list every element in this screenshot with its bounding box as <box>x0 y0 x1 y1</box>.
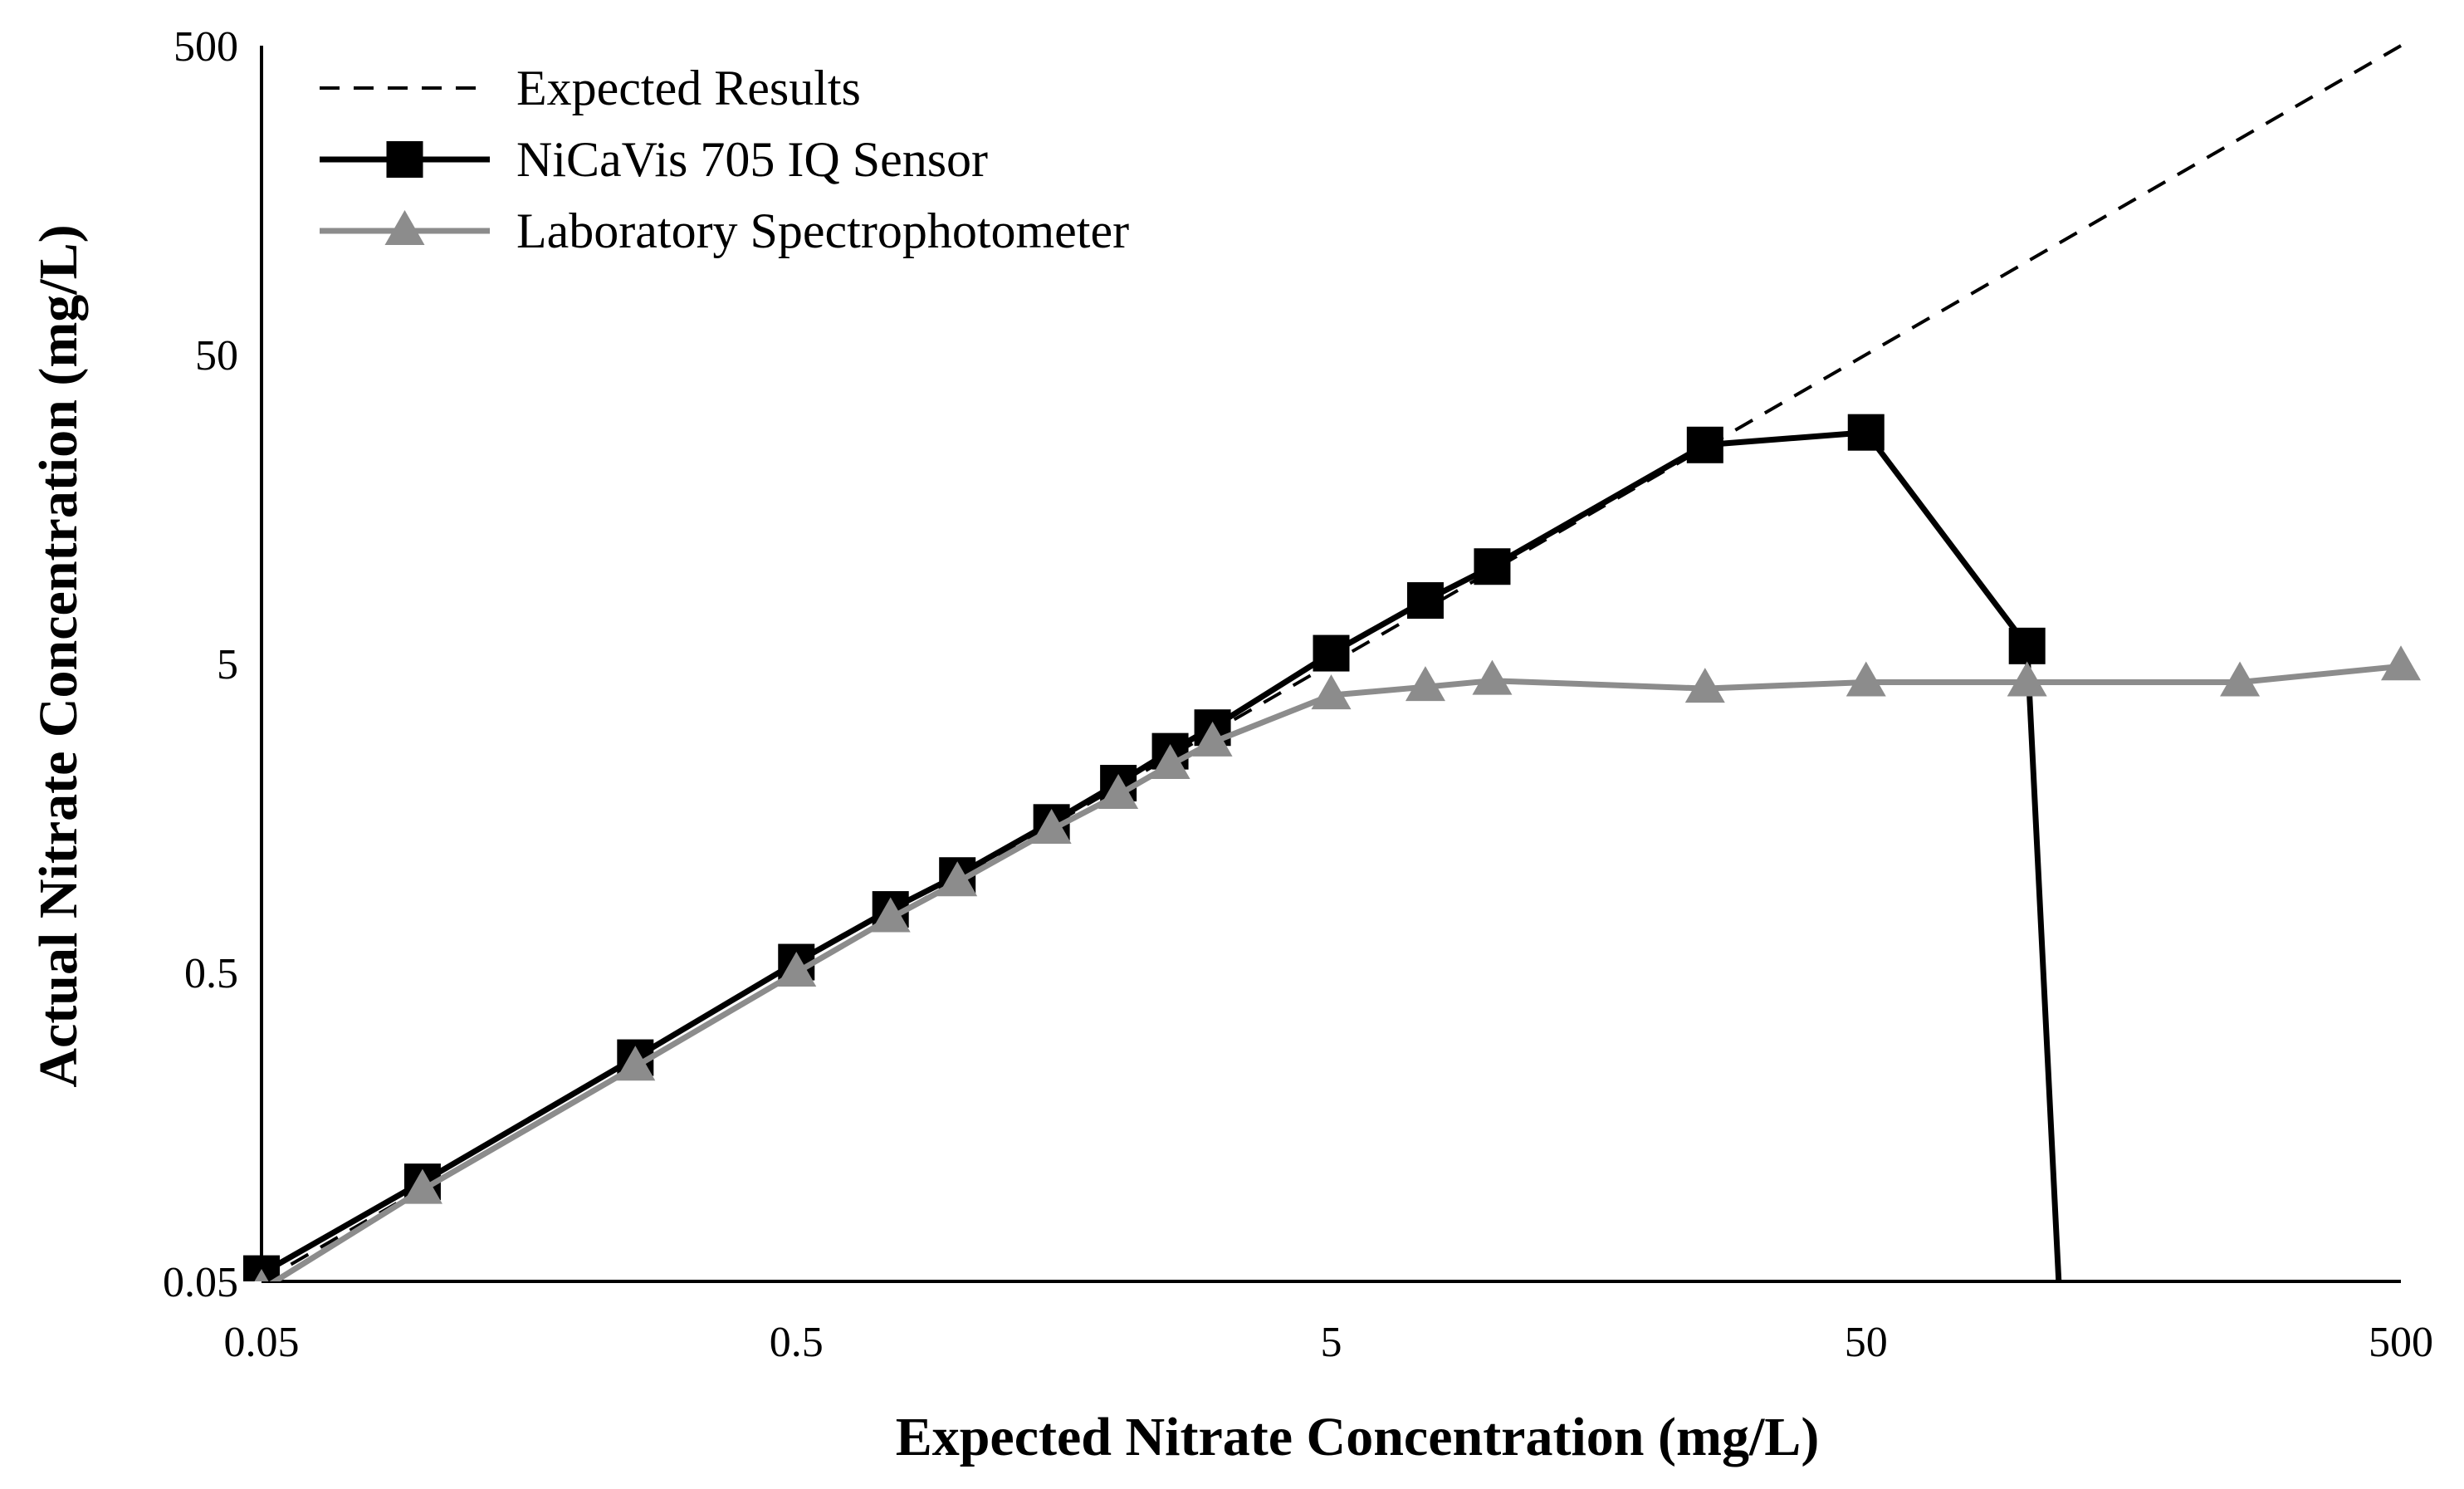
data-point-nicavis-705-iq-sensor <box>1686 426 1723 463</box>
legend-label-nicavis-705-iq-sensor: NiCaVis 705 IQ Sensor <box>516 132 988 187</box>
data-point-laboratory-spectrophotometer <box>1031 808 1072 844</box>
y-tick-label: 0.5 <box>184 950 238 997</box>
data-point-laboratory-spectrophotometer <box>1472 659 1513 695</box>
legend: Expected Results NiCaVis 705 IQ Sensor Lab… <box>320 61 1129 258</box>
data-point-laboratory-spectrophotometer <box>2381 645 2421 681</box>
series-laboratory-spectrophotometer <box>254 645 2421 1281</box>
series-line-nicavis-705-iq-sensor <box>260 429 2062 1281</box>
x-tick-label: 50 <box>1845 1319 1888 1366</box>
x-tick-label: 5 <box>1321 1319 1342 1366</box>
tick-labels: 0.05 0.5 5 50 500 0.05 0.5 5 50 500 <box>163 23 2433 1366</box>
y-axis-title: Actual Nitrate Concentration (mg/L) <box>28 224 89 1087</box>
x-axis-title: Expected Nitrate Concentration (mg/L) <box>896 1407 1820 1467</box>
legend-label-laboratory-spectrophotometer: Laboratory Spectrophotometer <box>516 203 1129 258</box>
legend-marker-nicavis-705-iq-sensor <box>386 141 423 178</box>
data-point-laboratory-spectrophotometer <box>870 897 911 933</box>
data-point-laboratory-spectrophotometer <box>1098 774 1139 810</box>
data-point-laboratory-spectrophotometer <box>2007 661 2047 697</box>
legend-item-nicavis-705-iq-sensor: NiCaVis 705 IQ Sensor <box>320 132 988 187</box>
data-point-nicavis-705-iq-sensor <box>1406 582 1444 620</box>
y-tick-label: 5 <box>217 641 238 688</box>
plot-area <box>243 44 2421 1281</box>
data-point-laboratory-spectrophotometer <box>937 861 978 897</box>
legend-marker-laboratory-spectrophotometer <box>384 210 425 245</box>
data-point-laboratory-spectrophotometer <box>2220 661 2261 697</box>
y-tick-label: 50 <box>195 332 238 380</box>
y-tick-label: 500 <box>174 23 238 71</box>
data-point-laboratory-spectrophotometer <box>615 1046 656 1081</box>
x-tick-label: 500 <box>2369 1319 2433 1366</box>
data-point-laboratory-spectrophotometer <box>1150 743 1190 779</box>
series-line-laboratory-spectrophotometer <box>269 663 2402 1281</box>
data-point-nicavis-705-iq-sensor <box>1847 414 1885 451</box>
data-point-laboratory-spectrophotometer <box>402 1168 442 1204</box>
data-point-laboratory-spectrophotometer <box>254 1268 269 1281</box>
legend-item-laboratory-spectrophotometer: Laboratory Spectrophotometer <box>320 203 1129 258</box>
x-tick-label: 0.5 <box>770 1319 824 1366</box>
data-point-laboratory-spectrophotometer <box>1684 668 1725 703</box>
data-point-laboratory-spectrophotometer <box>776 952 817 987</box>
data-point-laboratory-spectrophotometer <box>1846 661 1886 697</box>
legend-label-expected-results: Expected Results <box>516 61 861 115</box>
series-nicavis-705-iq-sensor <box>243 414 2062 1281</box>
data-point-laboratory-spectrophotometer <box>1192 721 1233 757</box>
axes <box>260 46 2401 1283</box>
data-point-nicavis-705-iq-sensor <box>1474 548 1511 585</box>
x-tick-label: 0.05 <box>224 1319 300 1366</box>
data-point-laboratory-spectrophotometer <box>1405 666 1445 702</box>
legend-item-expected-results: Expected Results <box>320 61 861 115</box>
data-point-nicavis-705-iq-sensor <box>1313 634 1350 672</box>
y-tick-label: 0.05 <box>163 1259 238 1306</box>
data-point-nicavis-705-iq-sensor <box>2008 627 2046 664</box>
data-point-laboratory-spectrophotometer <box>1311 674 1352 710</box>
